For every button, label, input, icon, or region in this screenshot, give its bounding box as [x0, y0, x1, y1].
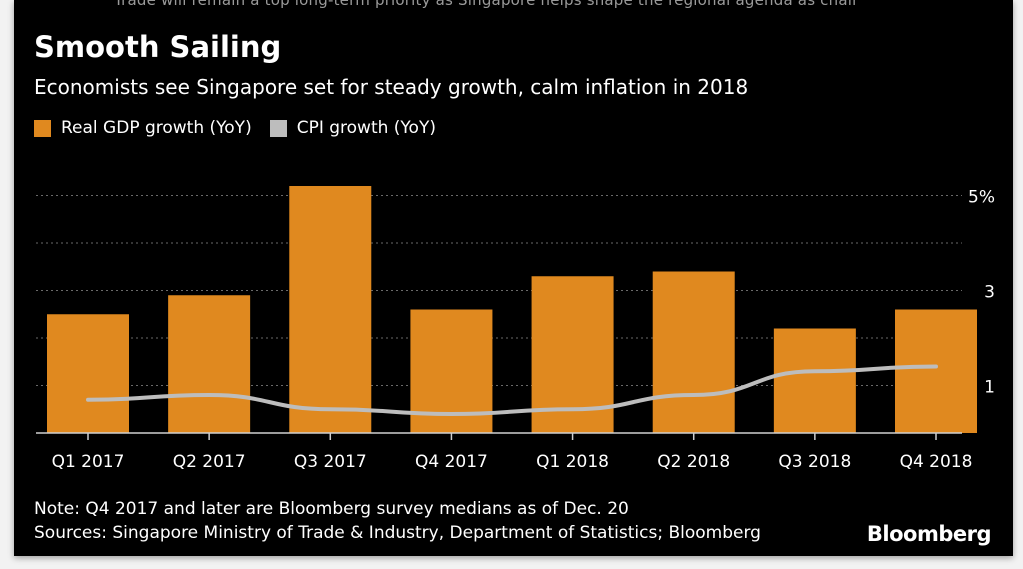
legend-item-cpi: CPI growth (YoY) — [269, 118, 436, 138]
bar-q2-2018 — [652, 271, 735, 433]
note-text: Note: Q4 2017 and later are Bloomberg su… — [34, 499, 629, 519]
legend-label-cpi: CPI growth (YoY) — [296, 118, 436, 138]
legend-item-gdp: Real GDP growth (YoY) — [34, 118, 252, 138]
x-tick-label: Q1 2017 — [52, 452, 125, 472]
sources-text: Sources: Singapore Ministry of Trade & I… — [34, 523, 761, 543]
y-tick-label: 3 — [984, 283, 995, 303]
x-tick-label: Q1 2018 — [536, 452, 609, 472]
chart-title: Smooth Sailing — [34, 30, 282, 64]
bar-q2-2017 — [168, 295, 251, 433]
chart-subtitle: Economists see Singapore set for steady … — [34, 75, 749, 99]
bloomberg-logo: Bloomberg — [866, 522, 992, 546]
x-tick-label: Q2 2018 — [657, 452, 730, 472]
bar-q4-2018 — [895, 309, 977, 433]
cpi-line — [86, 364, 938, 416]
legend-swatch-gdp — [34, 119, 51, 137]
y-tick-label: 5% — [968, 188, 995, 208]
x-tick-label: Q4 2018 — [900, 452, 973, 472]
y-tick-label: 1 — [984, 378, 995, 398]
y-axis: 5% 3 1 — [968, 188, 995, 398]
article-text-fragment: Trade will remain a top long-term priori… — [114, 0, 859, 9]
legend-swatch-cpi — [269, 119, 287, 137]
x-tick-label: Q4 2017 — [415, 452, 488, 472]
bar-q3-2017 — [289, 186, 372, 433]
chart-plot: Q1 2017 Q2 2017 Q3 2017 Q4 2017 Q1 2018 Q2 20… — [36, 186, 995, 472]
chart-footnote: Note: Q4 2017 and later are Bloomberg su… — [34, 497, 761, 545]
x-tick-label: Q3 2017 — [294, 452, 367, 472]
x-axis: Q1 2017 Q2 2017 Q3 2017 Q4 2017 Q1 2018 Q2 20… — [36, 432, 973, 472]
bar-q3-2018 — [773, 328, 856, 433]
x-tick-label: Q3 2018 — [778, 452, 851, 472]
legend-label-gdp: Real GDP growth (YoY) — [61, 118, 252, 138]
x-tick-label: Q2 2017 — [173, 452, 246, 472]
line-series — [86, 364, 938, 416]
chart-legend: Real GDP growth (YoY) CPI growth (YoY) — [34, 116, 454, 140]
chart-card: Trade will remain a top long-term priori… — [14, 0, 1013, 556]
bar-q1-2017 — [47, 314, 129, 433]
